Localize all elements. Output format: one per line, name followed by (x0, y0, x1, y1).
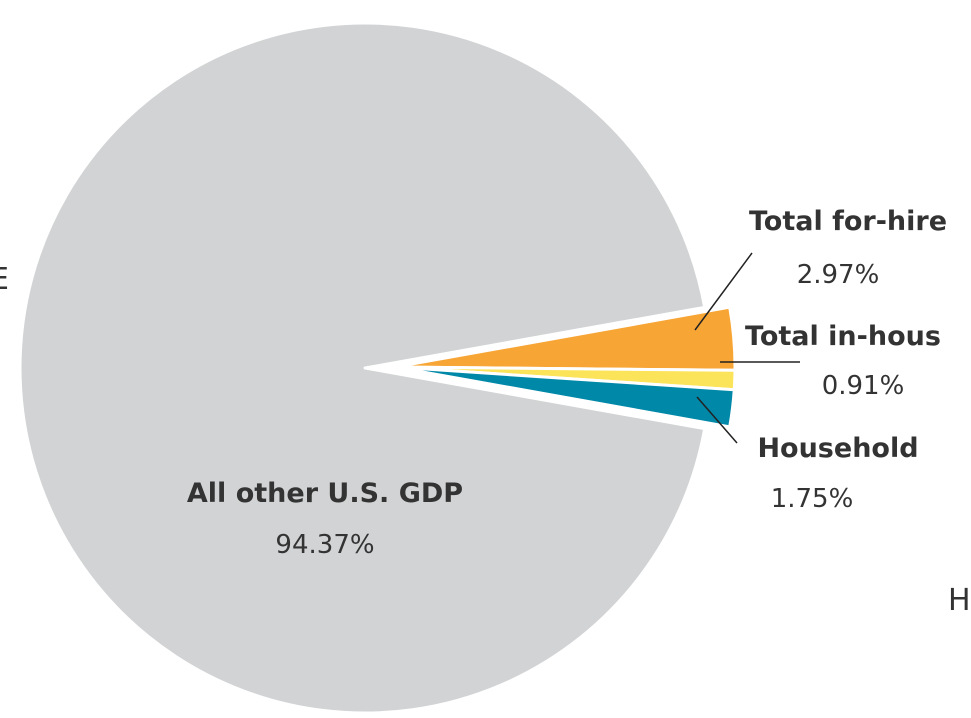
leader-lines (694, 252, 800, 444)
slice-value-in-house: 0.91% (822, 371, 905, 401)
slice-label-household: Household (757, 433, 918, 464)
slice-label-in-house: Total in-hous (745, 321, 941, 352)
slice-value-for-hire: 2.97% (797, 260, 880, 290)
right-edge-fragment: H (948, 583, 971, 618)
leader-line-household (696, 396, 738, 444)
slice-value-household: 1.75% (771, 484, 854, 514)
leader-line-for-hire (694, 252, 753, 331)
left-edge-fragment: E (0, 262, 9, 297)
pie-slices (18, 21, 737, 715)
pie-slice-household (393, 365, 736, 429)
slice-label-all-other: All other U.S. GDP (187, 478, 463, 509)
pie-slice-all-other (18, 21, 707, 715)
slice-value-all-other: 94.37% (275, 530, 374, 560)
slice-label-for-hire: Total for-hire (749, 206, 947, 237)
